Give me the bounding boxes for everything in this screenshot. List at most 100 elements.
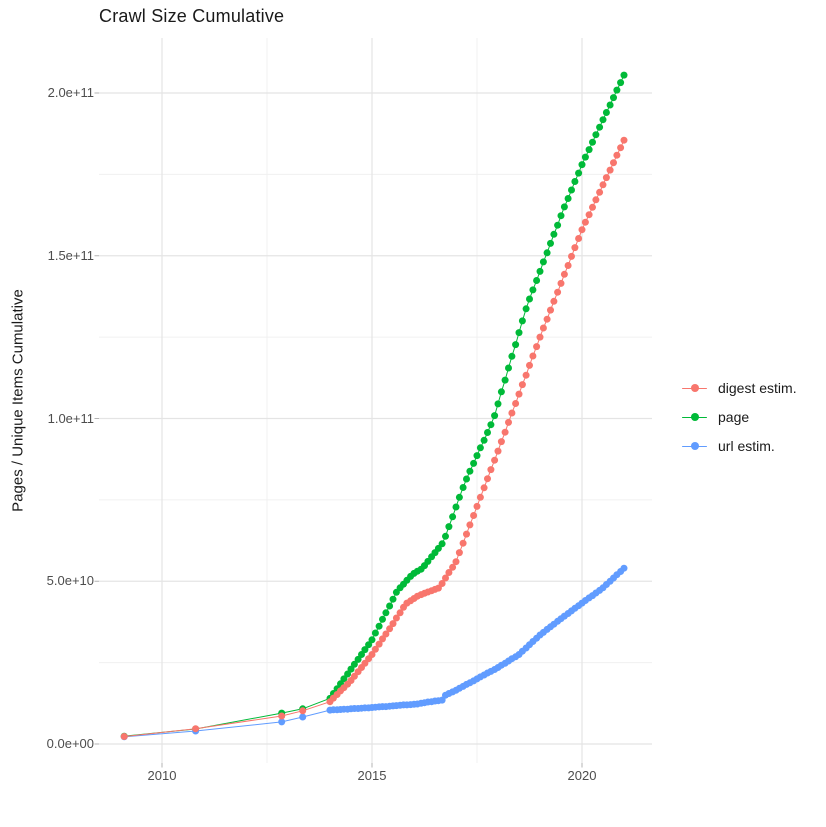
data-point xyxy=(599,181,607,189)
y-tick-label: 2.0e+11 xyxy=(47,85,94,100)
data-point xyxy=(554,288,562,296)
legend-label: url estim. xyxy=(718,438,775,454)
y-tick-label: 0.0e+00 xyxy=(46,736,94,751)
data-point xyxy=(613,86,621,94)
data-point xyxy=(515,329,523,337)
y-axis-title: Pages / Unique Items Cumulative xyxy=(9,289,27,512)
data-point xyxy=(299,713,307,721)
series-page xyxy=(120,71,628,740)
data-point xyxy=(375,640,383,648)
series-url-estim- xyxy=(120,564,628,741)
data-point xyxy=(512,341,520,349)
legend-label: digest estim. xyxy=(718,380,797,396)
data-point xyxy=(620,564,628,572)
data-point xyxy=(382,609,390,617)
data-point xyxy=(389,620,397,628)
data-point xyxy=(487,466,495,474)
data-point xyxy=(550,297,558,305)
data-point xyxy=(557,279,565,287)
data-point xyxy=(536,267,544,275)
data-point xyxy=(449,563,457,571)
data-point xyxy=(599,116,607,124)
data-point xyxy=(522,371,530,379)
data-point xyxy=(547,306,554,314)
data-point xyxy=(192,725,200,733)
data-point xyxy=(473,452,481,460)
x-tick-label: 2020 xyxy=(567,768,597,783)
data-point xyxy=(602,174,610,182)
data-point xyxy=(543,249,551,257)
data-point xyxy=(340,675,348,683)
legend-item-page: page xyxy=(682,409,797,425)
data-point xyxy=(571,178,579,185)
data-point xyxy=(386,602,394,610)
data-point xyxy=(392,614,400,622)
data-point xyxy=(491,456,499,464)
data-point xyxy=(613,151,621,159)
data-point xyxy=(442,532,449,540)
data-point xyxy=(501,428,509,436)
data-point xyxy=(470,512,478,519)
data-point xyxy=(533,343,541,351)
data-point xyxy=(581,218,589,226)
grid-major xyxy=(99,38,652,763)
data-point xyxy=(571,244,579,252)
data-point xyxy=(620,71,628,79)
data-point xyxy=(438,696,446,704)
data-point xyxy=(508,352,516,360)
legend-key-url-icon xyxy=(682,439,707,454)
data-point xyxy=(438,580,446,587)
data-point xyxy=(344,670,352,678)
data-point xyxy=(620,136,628,144)
data-point xyxy=(386,625,394,633)
data-point xyxy=(371,629,379,637)
data-point xyxy=(445,523,453,531)
data-point xyxy=(606,166,614,174)
data-point xyxy=(617,79,625,87)
data-point xyxy=(466,521,474,529)
data-point xyxy=(459,539,467,547)
data-point xyxy=(585,146,593,154)
data-point xyxy=(463,475,470,483)
data-point xyxy=(350,660,358,668)
data-point xyxy=(610,94,617,102)
y-tick-label: 1.5e+11 xyxy=(47,247,94,263)
data-point xyxy=(389,595,397,603)
data-point xyxy=(575,235,583,242)
data-point xyxy=(554,221,562,229)
legend-key-digest-icon xyxy=(682,381,707,396)
data-point xyxy=(568,186,575,194)
data-point xyxy=(550,230,558,238)
legend-item-digest-estim: digest estim. xyxy=(682,380,797,396)
data-point xyxy=(522,305,530,313)
data-point xyxy=(278,712,286,720)
data-point xyxy=(452,558,460,566)
data-point xyxy=(602,109,610,116)
data-point xyxy=(581,153,589,161)
data-point xyxy=(564,195,572,202)
data-point xyxy=(526,361,533,369)
data-point xyxy=(578,226,586,234)
data-point xyxy=(442,574,449,582)
data-point xyxy=(299,707,307,715)
data-point xyxy=(578,161,586,169)
data-point xyxy=(536,333,544,341)
data-point xyxy=(480,436,488,444)
data-point xyxy=(606,101,614,109)
series-digest-estim- xyxy=(120,136,628,740)
data-point xyxy=(484,475,491,483)
data-point xyxy=(494,400,502,408)
data-point xyxy=(529,352,537,360)
data-point xyxy=(358,651,365,658)
data-point xyxy=(382,630,390,638)
data-point xyxy=(518,381,526,389)
data-point xyxy=(508,409,516,417)
data-point xyxy=(539,324,547,332)
data-point xyxy=(529,286,537,294)
chart-title: Crawl Size Cumulative xyxy=(99,6,285,26)
data-point xyxy=(463,530,470,538)
data-point xyxy=(501,376,509,384)
data-point xyxy=(278,718,286,726)
data-point xyxy=(494,447,502,455)
data-point xyxy=(585,211,593,219)
